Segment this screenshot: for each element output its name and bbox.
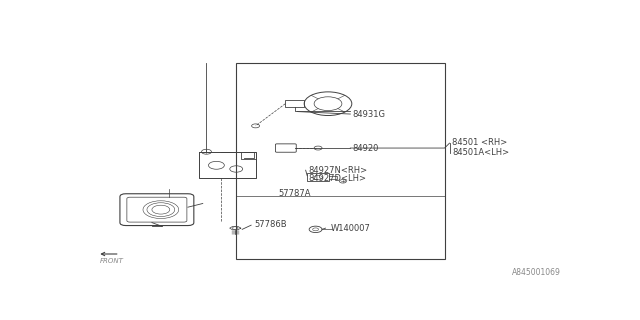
Text: 84501 <RH>: 84501 <RH> xyxy=(452,138,508,147)
Text: 57787A: 57787A xyxy=(278,188,311,198)
Text: 84927D<LH>: 84927D<LH> xyxy=(308,174,366,183)
Text: 84501A<LH>: 84501A<LH> xyxy=(452,148,509,157)
Bar xyxy=(236,63,445,259)
Text: 84931G: 84931G xyxy=(353,109,386,118)
Text: 84920: 84920 xyxy=(353,144,379,153)
Bar xyxy=(285,100,304,107)
Text: FRONT: FRONT xyxy=(100,258,124,264)
Text: 57786B: 57786B xyxy=(255,220,287,229)
Text: 84927N<RH>: 84927N<RH> xyxy=(308,166,367,175)
Text: A845001069: A845001069 xyxy=(512,268,561,277)
Text: W140007: W140007 xyxy=(330,224,371,233)
Bar xyxy=(307,173,329,181)
